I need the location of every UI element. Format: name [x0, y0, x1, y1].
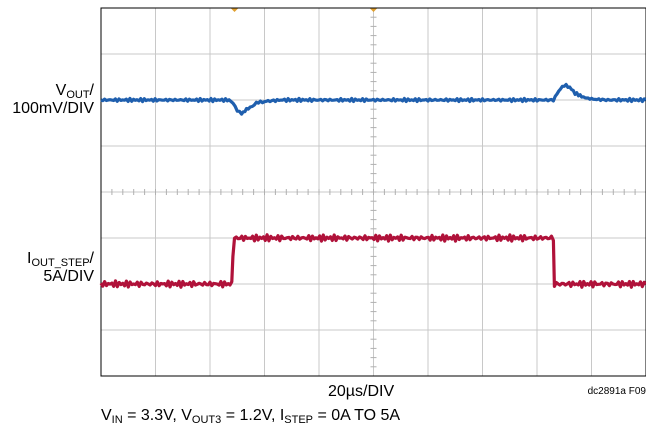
x-axis-label: 20µs/DIV — [328, 383, 395, 400]
plot-border — [100, 7, 646, 377]
vout-trace-label: VOUT/ 100mV/DIV — [12, 82, 94, 117]
conditions-caption: VIN = 3.3V, VOUT3 = 1.2V, ISTEP = 0A TO … — [101, 407, 401, 426]
trigger-marker — [369, 8, 378, 12]
trace-vout — [100, 82, 646, 116]
scope-grid — [100, 7, 646, 377]
scope-traces — [99, 82, 646, 289]
trace-iout_step — [99, 233, 646, 289]
iout-trace-label: IOUT_STEP/ 5A/DIV — [27, 250, 94, 285]
trigger-marker — [230, 8, 239, 12]
figure-id: dc2891a F09 — [587, 386, 646, 397]
